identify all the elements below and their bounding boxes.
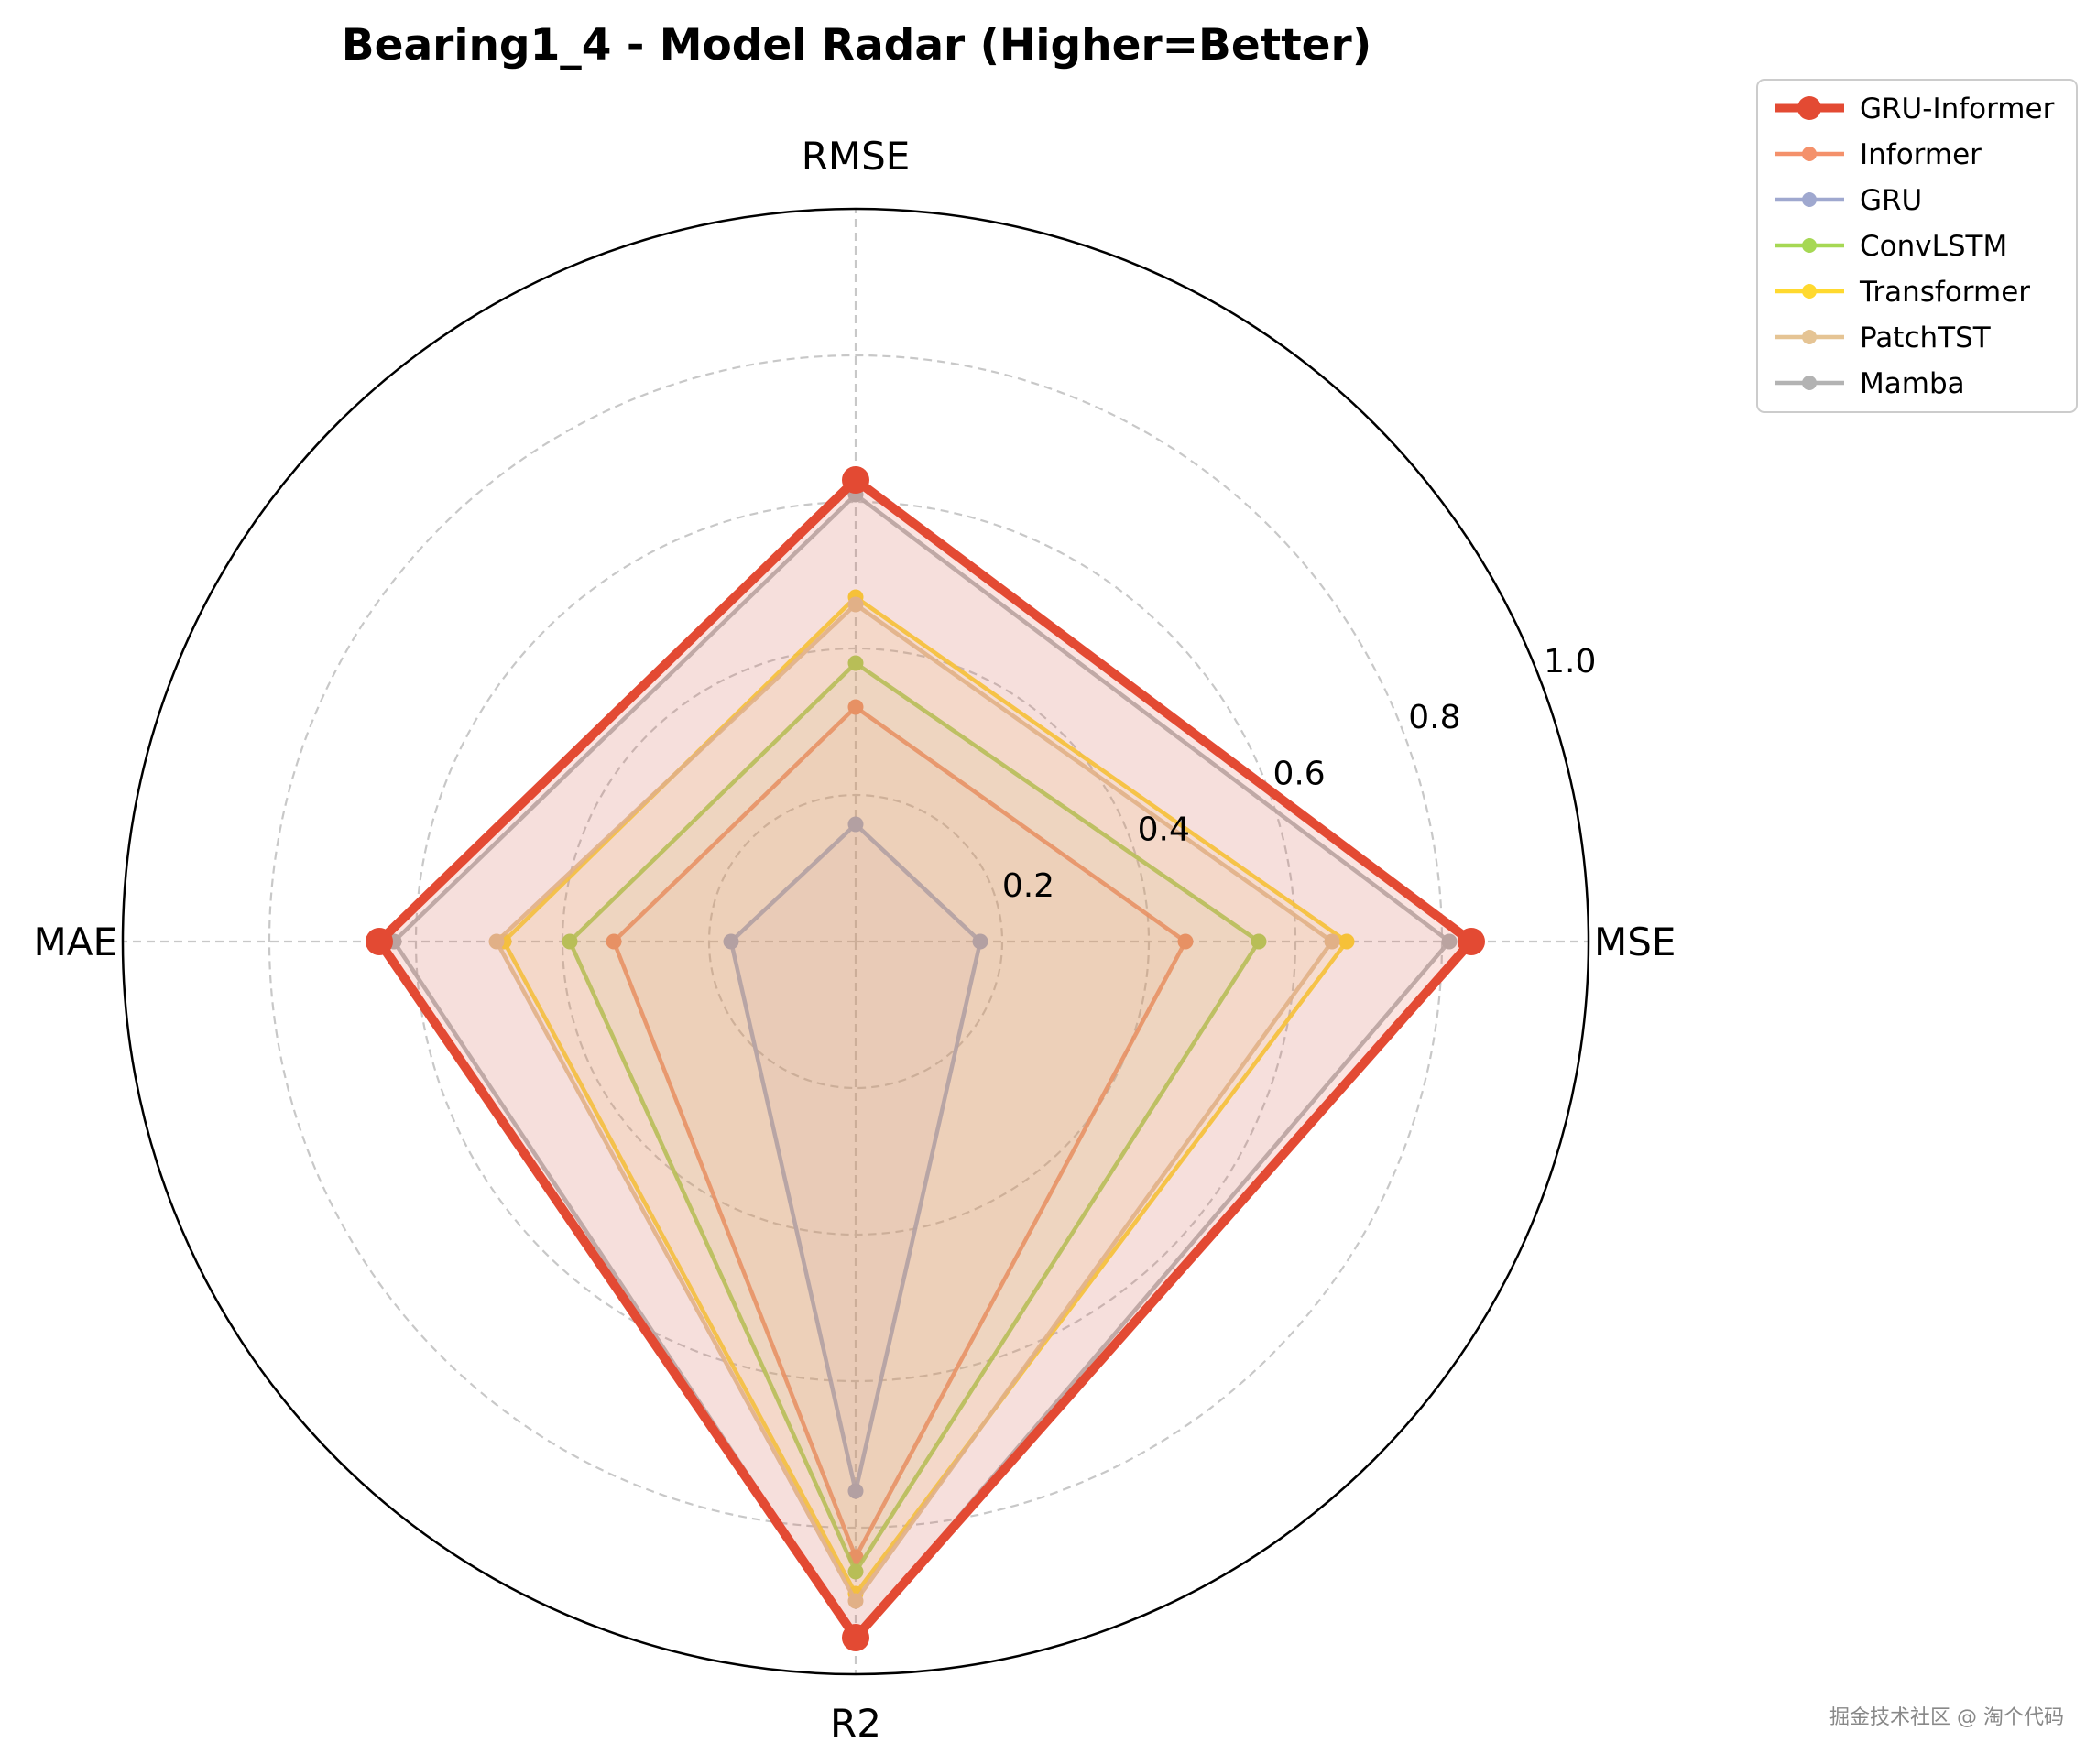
legend-frame (1756, 79, 2078, 413)
series-point-gru-mae (723, 933, 739, 950)
radar-series (366, 466, 1485, 1651)
legend-marker-informer (1802, 147, 1817, 161)
chart-title: Bearing1_4 - Model Radar (Higher=Better) (342, 20, 1371, 71)
radar-outer-frame (121, 207, 1590, 1676)
legend-marker-gru-informer (1797, 96, 1821, 120)
legend-marker-mamba (1802, 376, 1817, 390)
axis-label-mse: MSE (1594, 920, 1676, 964)
series-point-gru-informer-r2 (842, 1624, 869, 1651)
legend-marker-patchtst (1802, 330, 1817, 344)
series-point-gru-informer-rmse (842, 466, 869, 494)
series-point-mamba-mse (1441, 933, 1458, 950)
series-fill-transformer (504, 597, 1347, 1594)
series-fill-mamba (394, 495, 1449, 1638)
watermark-text: 掘金技术社区 @ 淘个代码 (1829, 1706, 2064, 1729)
series-point-convlstm-mae (562, 933, 578, 950)
grid-circle-0 (707, 793, 1004, 1090)
legend-label-patchtst: PatchTST (1860, 321, 1992, 354)
axis-label-mae: MAE (33, 920, 117, 964)
series-fill-convlstm (570, 663, 1259, 1572)
axis-label-r2: R2 (830, 1701, 881, 1746)
series-point-gru-informer-mae (366, 928, 393, 955)
radar-labels: RMSE MSE R2 MAE 0.2 0.4 0.6 0.8 1.0 (33, 134, 1676, 1746)
legend-marker-convlstm (1802, 238, 1817, 253)
legend-label-gru: GRU (1860, 184, 1922, 217)
radial-tick-label: 0.4 (1138, 811, 1190, 849)
legend-marker-gru (1802, 192, 1817, 207)
series-fill-gru (731, 824, 980, 1491)
series-point-convlstm-r2 (847, 1563, 864, 1580)
legend-label-convlstm: ConvLSTM (1860, 230, 2007, 263)
series-point-informer-mae (606, 933, 622, 950)
radial-tick-label: 1.0 (1544, 643, 1596, 681)
legend-label-informer: Informer (1860, 138, 1982, 171)
series-point-informer-rmse (847, 699, 864, 715)
series-point-patchtst-mse (1324, 933, 1340, 950)
chart-legend: GRU-Informer Informer GRU ConvLSTM Transform… (1756, 79, 2078, 413)
legend-label-mamba: Mamba (1860, 367, 1965, 400)
legend-label-gru-informer: GRU-Informer (1860, 93, 2055, 125)
radial-tick-label: 0.2 (1002, 867, 1054, 905)
series-fill-gru-informer (379, 480, 1471, 1638)
series-point-patchtst-r2 (847, 1593, 864, 1609)
radial-tick-label: 0.8 (1408, 699, 1460, 736)
series-point-convlstm-rmse (847, 655, 864, 671)
series-point-convlstm-mse (1251, 933, 1267, 950)
axis-label-rmse: RMSE (802, 134, 911, 179)
series-point-gru-informer-mse (1458, 928, 1485, 955)
radial-tick-label: 0.6 (1272, 755, 1325, 792)
series-point-patchtst-mae (488, 933, 505, 950)
series-fill-patchtst (497, 604, 1332, 1601)
legend-label-transformer: Transformer (1859, 276, 2030, 309)
series-point-gru-mse (972, 933, 988, 950)
series-point-informer-mse (1177, 933, 1194, 950)
series-point-gru-rmse (847, 816, 864, 833)
series-point-transformer-mse (1338, 933, 1355, 950)
series-point-gru-r2 (847, 1483, 864, 1499)
series-point-patchtst-rmse (847, 596, 864, 613)
legend-marker-transformer (1802, 284, 1817, 299)
